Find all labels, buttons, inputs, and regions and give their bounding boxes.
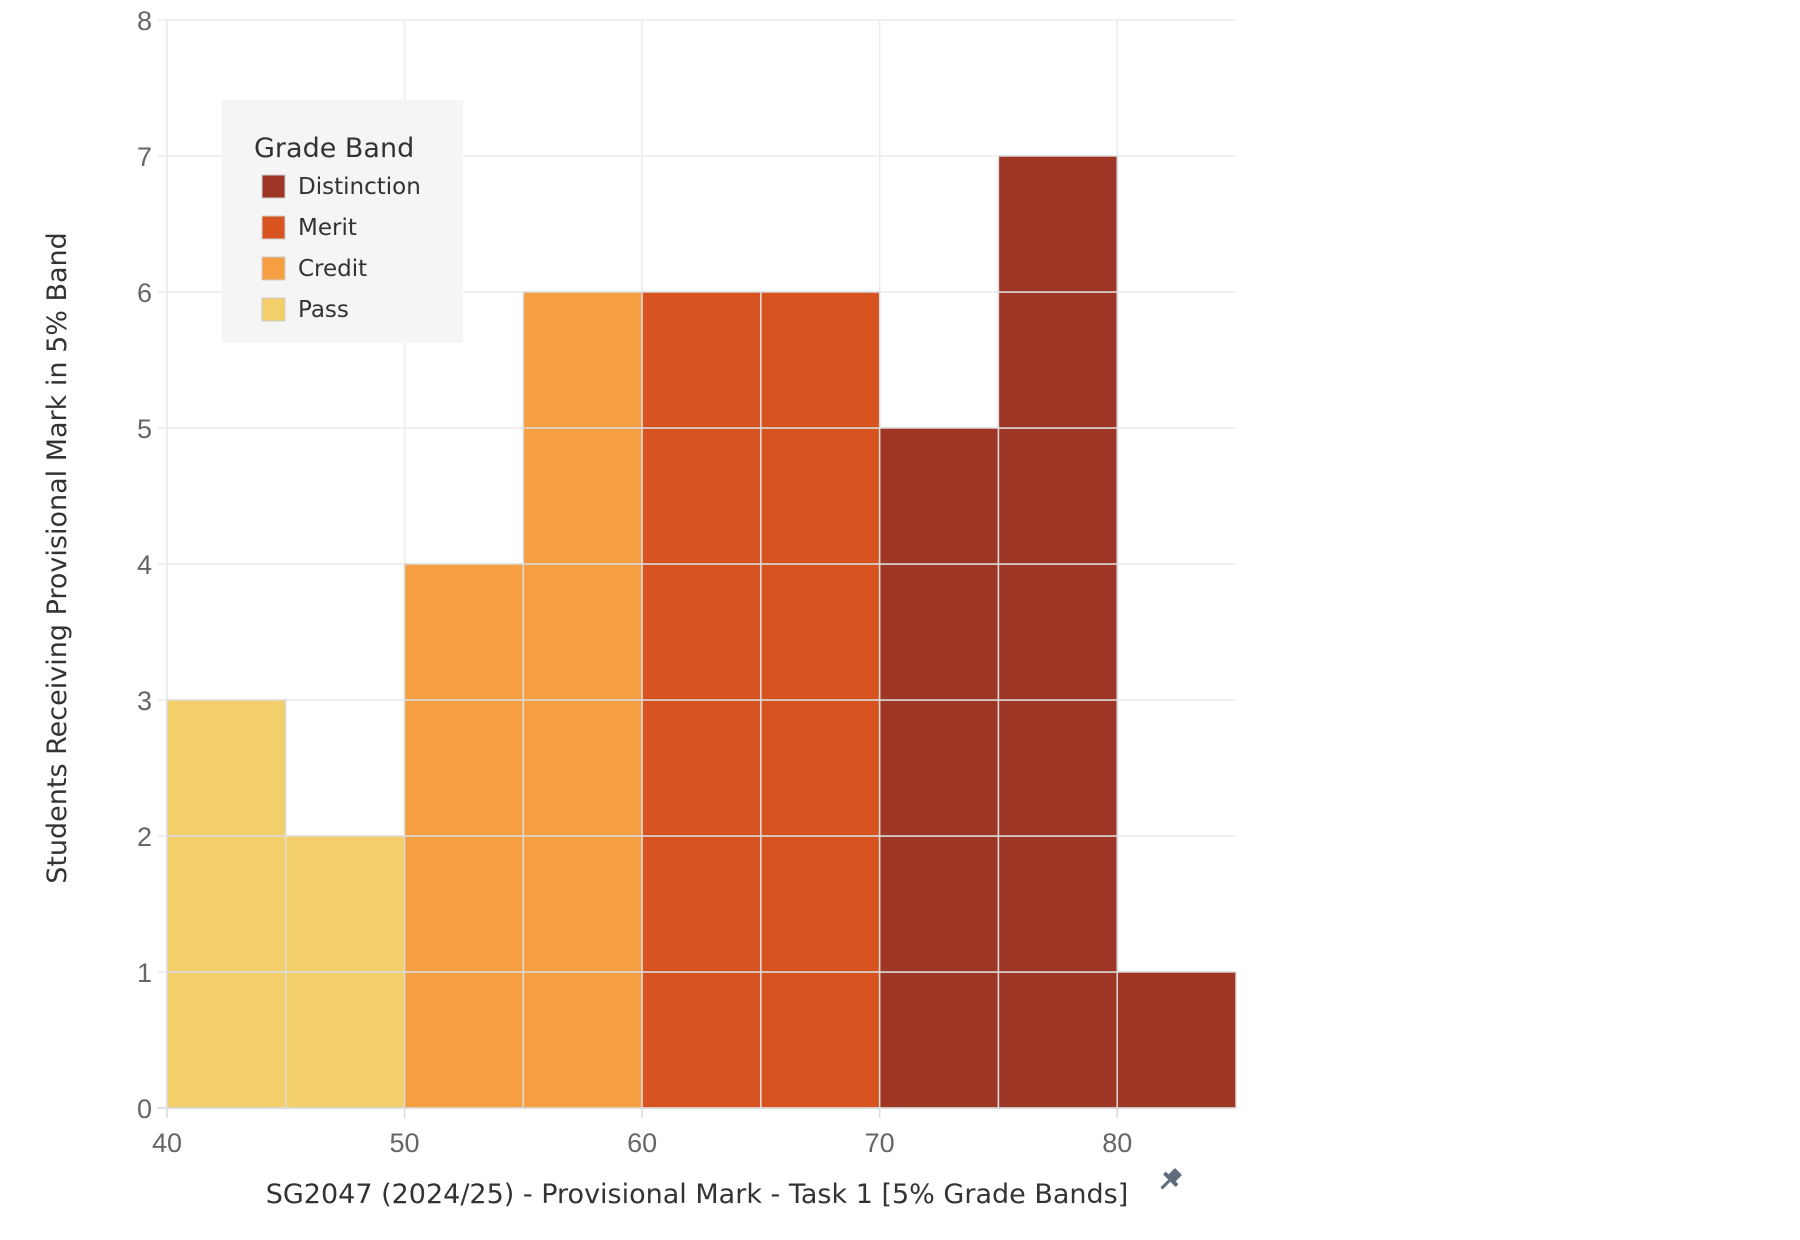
legend-item-distinction[interactable]: Distinction [261, 174, 421, 200]
y-tick-label: 4 [137, 550, 152, 580]
x-tick-label: 80 [1102, 1128, 1132, 1158]
bar-cell [522, 971, 643, 1109]
bar-65-70[interactable] [760, 291, 881, 1109]
y-axis-ticks: 0 1 2 3 4 5 6 7 8 [137, 6, 152, 1124]
bar-cell [878, 699, 1000, 837]
bar-cell [997, 291, 1118, 429]
bar-cell [878, 835, 1000, 973]
bar-cell [1116, 971, 1237, 1109]
legend-item-pass[interactable]: Pass [261, 297, 349, 323]
x-axis-title: SG2047 (2024/25) - Provisional Mark - Ta… [266, 1179, 1129, 1210]
bar-cell [641, 563, 762, 701]
bar-cell [641, 835, 762, 973]
bar-cell [997, 155, 1118, 293]
legend-swatch [261, 215, 286, 240]
bar-cell [878, 427, 1000, 565]
bar-70-75[interactable] [878, 427, 1000, 1109]
legend-item-credit[interactable]: Credit [261, 256, 367, 282]
y-tick-label: 2 [137, 822, 152, 852]
y-tick-label: 0 [137, 1094, 152, 1124]
bar-cell [403, 563, 525, 701]
y-axis-title: Students Receiving Provisional Mark in 5… [42, 232, 73, 884]
bars [166, 155, 1237, 1109]
bar-cell [166, 835, 287, 973]
bar-cell [878, 563, 1000, 701]
bar-40-45[interactable] [166, 699, 287, 1109]
bar-cell [522, 427, 643, 565]
bar-50-55[interactable] [403, 563, 525, 1109]
bar-cell [403, 971, 525, 1109]
bar-cell [641, 971, 762, 1109]
pin-icon[interactable] [1155, 1165, 1185, 1195]
bar-cell [403, 699, 525, 837]
legend-label: Distinction [298, 174, 421, 200]
legend-label: Credit [298, 256, 367, 282]
bar-cell [641, 427, 762, 565]
bar-cell [641, 291, 762, 429]
bar-cell [166, 971, 287, 1109]
bar-cell [760, 291, 881, 429]
bar-cell [641, 699, 762, 837]
bar-cell [878, 971, 1000, 1109]
legend-label: Merit [298, 215, 357, 241]
bar-cell [997, 699, 1118, 837]
legend-label: Pass [298, 297, 349, 323]
x-axis-title-group: SG2047 (2024/25) - Provisional Mark - Ta… [266, 1165, 1185, 1210]
bar-cell [760, 563, 881, 701]
bar-80-85[interactable] [1116, 971, 1237, 1109]
x-axis-ticks: 40 50 60 70 80 [152, 1108, 1132, 1158]
bar-cell [760, 835, 881, 973]
y-tick-label: 3 [137, 686, 152, 716]
legend-swatch [261, 174, 286, 199]
y-tick-label: 7 [137, 142, 152, 172]
y-tick-label: 1 [137, 958, 152, 988]
bar-cell [285, 835, 406, 973]
bar-75-80[interactable] [997, 155, 1118, 1109]
x-tick-label: 60 [627, 1128, 657, 1158]
y-tick-label: 5 [137, 414, 152, 444]
legend-items: Distinction Merit Credit Pass [261, 174, 421, 323]
bar-45-50[interactable] [285, 835, 406, 1109]
legend-swatch [261, 297, 286, 322]
bar-cell [522, 699, 643, 837]
bar-cell [997, 971, 1118, 1109]
bar-cell [997, 563, 1118, 701]
legend-item-merit[interactable]: Merit [261, 215, 357, 241]
legend-title: Grade Band [254, 133, 414, 164]
bar-cell [760, 699, 881, 837]
bar-cell [522, 291, 643, 429]
bar-cell [166, 699, 287, 837]
bar-55-60[interactable] [522, 291, 643, 1109]
y-tick-label: 8 [137, 6, 152, 36]
legend: Grade Band Distinction Merit Credit Pass [222, 100, 463, 343]
bar-cell [760, 971, 881, 1109]
bar-cell [997, 835, 1118, 973]
bar-cell [522, 835, 643, 973]
legend-swatch [261, 256, 286, 281]
bar-cell [285, 971, 406, 1109]
x-tick-label: 70 [865, 1128, 895, 1158]
bar-cell [997, 427, 1118, 565]
bar-cell [403, 835, 525, 973]
x-tick-label: 50 [390, 1128, 420, 1158]
bar-cell [522, 563, 643, 701]
bar-60-65[interactable] [641, 291, 762, 1109]
y-tick-label: 6 [137, 278, 152, 308]
bar-cell [760, 427, 881, 565]
x-tick-label: 40 [152, 1128, 182, 1158]
